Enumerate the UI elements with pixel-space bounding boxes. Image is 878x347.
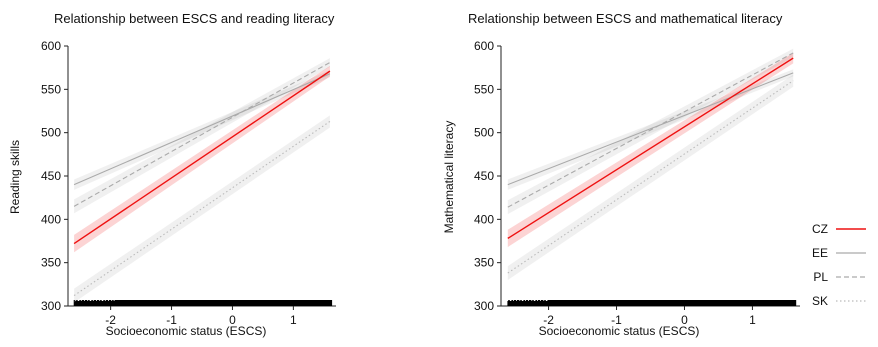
reading-chart: Relationship between ESCS and reading li… [8, 11, 336, 338]
chart-title: Relationship between ESCS and mathematic… [468, 11, 783, 26]
series-line-cz [73, 70, 331, 245]
series-line-sk [507, 80, 794, 274]
confidence-band-sk [507, 74, 794, 280]
chart-title: Relationship between ESCS and reading li… [54, 11, 335, 26]
plot-area: 300 350 400 450 500 550 600 -2 -1 0 1 [41, 39, 336, 327]
series-line-pl [73, 61, 331, 207]
x-axis-label: Socioeconomic status (ESCS) [539, 324, 700, 338]
x-tick-label: 0 [229, 313, 236, 327]
plot-area: 300 350 400 450 500 550 600 -2 -1 0 1 [474, 39, 800, 327]
series-line-cz [507, 57, 794, 239]
y-tick-label: 450 [41, 169, 61, 183]
y-tick-label: 400 [41, 212, 61, 226]
y-tick-label: 600 [474, 39, 494, 53]
series-line-ee [507, 72, 794, 186]
x-tick-label: -1 [611, 313, 622, 327]
rug-marks [507, 300, 797, 306]
y-tick-label: 450 [474, 169, 494, 183]
rug-ticks [73, 300, 333, 306]
y-tick-label: 350 [474, 256, 494, 270]
legend-label: CZ [812, 222, 828, 236]
y-tick-label: 550 [41, 82, 61, 96]
confidence-band-pl [507, 48, 794, 215]
legend-label: EE [812, 246, 828, 260]
legend-label: SK [812, 294, 828, 308]
confidence-band-cz [507, 52, 794, 248]
math-chart: Relationship between ESCS and mathematic… [442, 11, 800, 338]
x-tick-label: 1 [290, 313, 297, 327]
confidence-band-ee [74, 70, 330, 190]
x-tick-label: -1 [166, 313, 177, 327]
y-tick-label: 400 [474, 212, 494, 226]
y-tick-label: 300 [474, 299, 494, 313]
x-tick-label: 1 [749, 313, 756, 327]
y-tick-label: 350 [41, 256, 61, 270]
y-tick-label: 500 [41, 126, 61, 140]
x-axis-label: Socioeconomic status (ESCS) [106, 324, 267, 338]
confidence-band-cz [74, 65, 330, 253]
y-tick-label: 600 [41, 39, 61, 53]
y-tick-label: 300 [41, 299, 61, 313]
rug-ticks [507, 300, 797, 306]
x-tick-label: -2 [105, 313, 116, 327]
series-line-pl [507, 52, 794, 208]
y-tick-label: 550 [474, 82, 494, 96]
legend: CZ EE PL SK [812, 222, 866, 308]
y-axis-label: Mathematical literacy [442, 121, 456, 234]
y-axis-label: Reading skills [8, 140, 22, 214]
x-tick-label: -2 [543, 313, 554, 327]
y-tick-label: 500 [474, 126, 494, 140]
confidence-band-pl [74, 58, 330, 214]
legend-label: PL [813, 270, 828, 284]
series-line-ee [73, 73, 331, 186]
x-tick-label: 0 [681, 313, 688, 327]
confidence-band-sk [74, 115, 330, 303]
rug-marks [73, 300, 333, 306]
